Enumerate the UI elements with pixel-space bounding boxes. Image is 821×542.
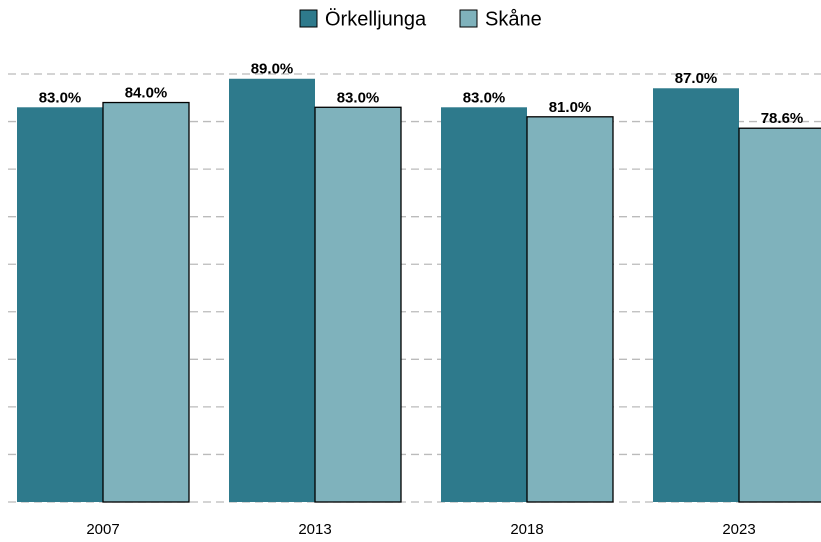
x-tick-label: 2007 [86,521,119,538]
x-tick-label: 2013 [298,521,331,538]
x-tick-label: 2023 [722,521,755,538]
x-tick-label: 2018 [510,521,543,538]
bar [653,88,739,503]
legend-swatch [299,9,318,28]
value-label: 87.0% [675,70,718,87]
bar [526,116,614,503]
value-label: 83.0% [463,89,506,106]
legend-swatch [459,9,478,28]
value-label: 78.6% [761,110,804,127]
bar [102,101,190,503]
bar [314,106,402,503]
bar [738,127,821,503]
value-label: 83.0% [39,89,82,106]
legend-label: Örkelljunga [325,8,427,30]
value-label: 83.0% [337,89,380,106]
legend-label: Skåne [485,8,542,30]
bar [441,107,527,503]
bar [229,78,315,502]
bar [17,107,103,503]
value-label: 89.0% [251,61,294,78]
value-label: 84.0% [125,85,168,102]
value-label: 81.0% [549,99,592,116]
